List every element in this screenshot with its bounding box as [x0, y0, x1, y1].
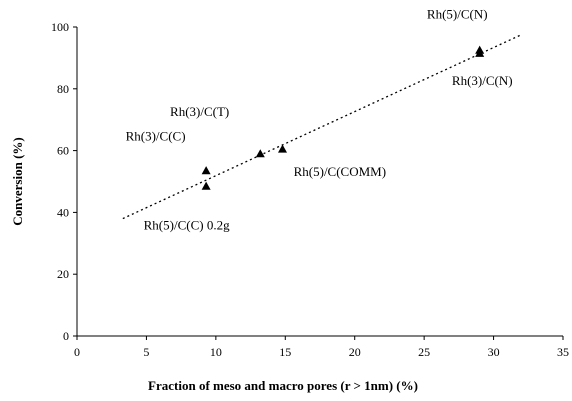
- point-annotations: Rh(3)/C(C) Rh(3)/C(T) Rh(5)/C(COMM) Rh(5)/C…: [126, 6, 513, 232]
- point-label: Rh(5)/C(N): [427, 6, 488, 21]
- y-axis-title: Conversion (%): [10, 137, 25, 225]
- y-tick-label: 100: [51, 20, 69, 34]
- point-label: Rh(5)/C(COMM): [294, 164, 386, 179]
- data-point: [278, 144, 288, 153]
- point-label: Rh(3)/C(T): [170, 104, 229, 119]
- y-axis: 0 20 40 60 80 100: [51, 20, 78, 343]
- trendline-layer: [122, 34, 522, 220]
- y-tick-label: 0: [63, 329, 69, 343]
- point-label: Rh(3)/C(C): [126, 129, 186, 144]
- x-tick-label: 15: [279, 345, 291, 359]
- x-tick-label: 5: [143, 345, 149, 359]
- y-tick-label: 60: [57, 144, 69, 158]
- trendline: [122, 34, 522, 220]
- y-tick-label: 40: [57, 205, 69, 219]
- x-axis-title: Fraction of meso and macro pores (r > 1n…: [148, 378, 418, 393]
- data-point: [201, 166, 211, 175]
- point-label: Rh(5)/C(C) 0.2g: [144, 218, 230, 233]
- data-point: [201, 181, 211, 190]
- x-tick-label: 30: [488, 345, 500, 359]
- y-tick-label: 80: [57, 82, 69, 96]
- data-point: [255, 149, 265, 158]
- x-tick-label: 35: [557, 345, 569, 359]
- x-tick-label: 20: [349, 345, 361, 359]
- y-tick-label: 20: [57, 267, 69, 281]
- data-point: [475, 48, 485, 57]
- x-tick-label: 10: [210, 345, 222, 359]
- data-points: [201, 45, 485, 190]
- x-tick-label: 25: [418, 345, 430, 359]
- point-label: Rh(3)/C(N): [452, 73, 513, 88]
- x-tick-label: 0: [74, 345, 80, 359]
- x-axis: 0 5 10 15 20 25 30 35: [74, 335, 569, 359]
